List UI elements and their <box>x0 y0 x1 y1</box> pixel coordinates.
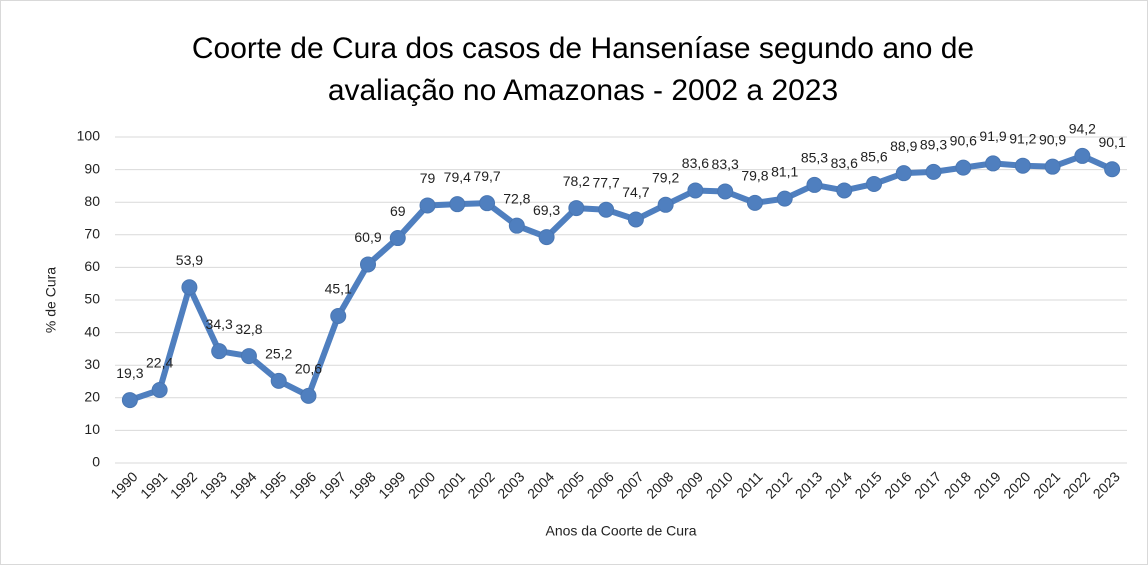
data-label: 79,4 <box>444 169 471 185</box>
marker <box>925 163 942 180</box>
y-tick-label: 40 <box>84 323 100 339</box>
data-label: 88,9 <box>890 138 917 154</box>
data-label: 83,3 <box>712 156 739 172</box>
marker <box>270 372 287 389</box>
data-label: 94,2 <box>1069 121 1096 137</box>
marker <box>300 387 317 404</box>
y-tick-label: 100 <box>77 128 101 144</box>
marker <box>717 183 734 200</box>
data-label: 34,3 <box>206 316 233 332</box>
marker <box>776 190 793 207</box>
y-tick-label: 30 <box>84 356 100 372</box>
marker <box>627 211 644 228</box>
chart-title: avaliação no Amazonas - 2002 a 2023 <box>328 74 838 107</box>
y-tick-label: 60 <box>84 258 100 274</box>
marker <box>568 200 585 217</box>
marker <box>449 196 466 213</box>
data-label: 69 <box>390 203 406 219</box>
y-tick-label: 0 <box>92 454 100 470</box>
data-label: 22,4 <box>146 355 173 371</box>
data-label: 45,1 <box>325 281 352 297</box>
data-label: 90,9 <box>1039 131 1066 147</box>
marker <box>895 165 912 182</box>
marker <box>330 307 347 324</box>
marker <box>985 155 1002 172</box>
data-label: 60,9 <box>354 229 381 245</box>
data-label: 74,7 <box>622 184 649 200</box>
data-label: 90,1 <box>1098 134 1125 150</box>
marker <box>687 182 704 199</box>
marker <box>181 279 198 296</box>
marker <box>657 196 674 213</box>
data-label: 79 <box>420 170 436 186</box>
data-label: 89,3 <box>920 137 947 153</box>
data-label: 91,9 <box>979 128 1006 144</box>
data-label: 72,8 <box>503 190 530 206</box>
marker <box>866 175 882 192</box>
data-label: 69,3 <box>533 202 560 218</box>
line <box>128 152 1114 403</box>
y-tick-label: 50 <box>84 291 100 307</box>
y-tick-label: 80 <box>84 193 100 209</box>
marker <box>389 230 406 247</box>
y-tick-label: 10 <box>84 421 100 437</box>
data-label: 81,1 <box>771 163 798 179</box>
y-axis-label: % de Cura <box>43 267 59 333</box>
marker <box>360 256 376 273</box>
chart-title: Coorte de Cura dos casos de Hanseníase s… <box>192 32 974 65</box>
data-label: 85,3 <box>801 150 828 166</box>
x-axis-label: Anos da Coorte de Cura <box>546 523 697 539</box>
data-label: 19,3 <box>116 365 143 381</box>
marker <box>538 229 555 246</box>
data-label: 20,6 <box>295 361 322 377</box>
data-label: 25,2 <box>265 346 292 362</box>
marker <box>1014 157 1031 174</box>
y-tick-label: 20 <box>84 389 100 405</box>
data-label: 79,7 <box>473 168 500 184</box>
data-label: 53,9 <box>176 252 203 268</box>
marker <box>419 197 436 214</box>
marker <box>955 159 972 176</box>
data-label: 32,8 <box>235 321 262 337</box>
marker <box>836 182 853 199</box>
y-tick-label: 90 <box>84 160 100 176</box>
data-label: 90,6 <box>950 132 977 148</box>
data-label: 79,8 <box>741 168 768 184</box>
marker <box>598 201 615 218</box>
data-label: 79,2 <box>652 170 679 186</box>
data-label: 91,2 <box>1009 130 1036 146</box>
marker <box>240 348 257 365</box>
marker <box>121 392 138 409</box>
y-tick-label: 70 <box>84 226 100 242</box>
marker <box>1104 161 1121 178</box>
marker <box>508 217 525 234</box>
data-label: 83,6 <box>831 155 858 171</box>
marker <box>479 195 496 212</box>
marker <box>1074 147 1091 164</box>
marker <box>211 343 228 360</box>
data-label: 78,2 <box>563 173 590 189</box>
data-label: 77,7 <box>592 174 619 190</box>
marker <box>746 194 763 211</box>
data-label: 85,6 <box>860 149 887 165</box>
data-label: 83,6 <box>682 155 709 171</box>
marker <box>806 176 823 193</box>
marker <box>1044 158 1061 175</box>
marker <box>151 381 168 398</box>
